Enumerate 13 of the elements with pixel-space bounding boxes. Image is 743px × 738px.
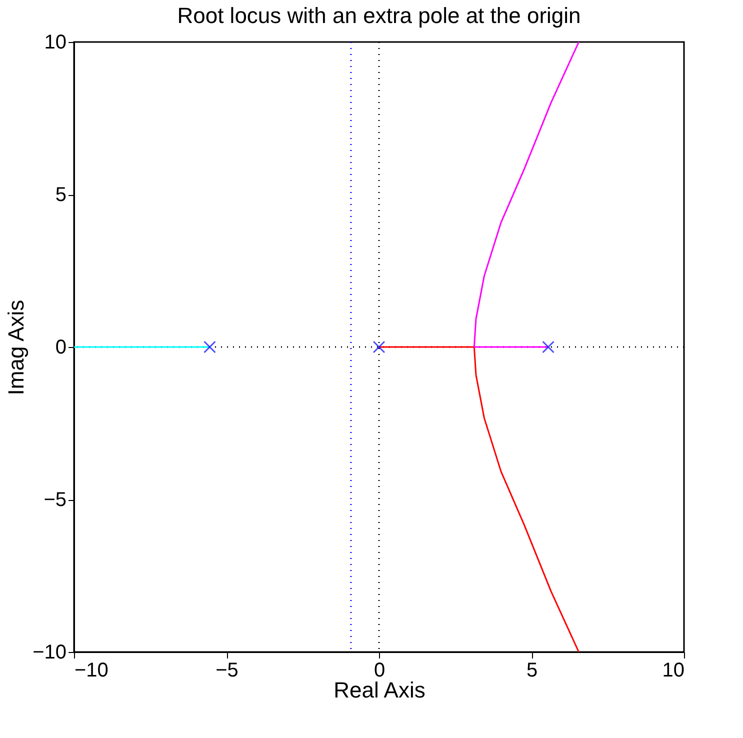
chart-title: Root locus with an extra pole at the origin — [177, 3, 581, 28]
y-tick-label: 5 — [55, 184, 66, 206]
y-tick-label: −5 — [44, 489, 66, 511]
y-axis-title: Imag Axis — [4, 300, 29, 396]
x-tick-label: −10 — [74, 660, 108, 682]
y-tick-label: 10 — [44, 32, 66, 54]
x-tick-label: 10 — [662, 660, 684, 682]
x-tick-label: 5 — [526, 660, 538, 682]
x-tick-label: −5 — [216, 660, 238, 682]
y-tick-label: −10 — [32, 642, 66, 664]
line-series — [473, 41, 580, 348]
y-tick-label: 0 — [55, 336, 66, 358]
line-series — [378, 346, 580, 653]
